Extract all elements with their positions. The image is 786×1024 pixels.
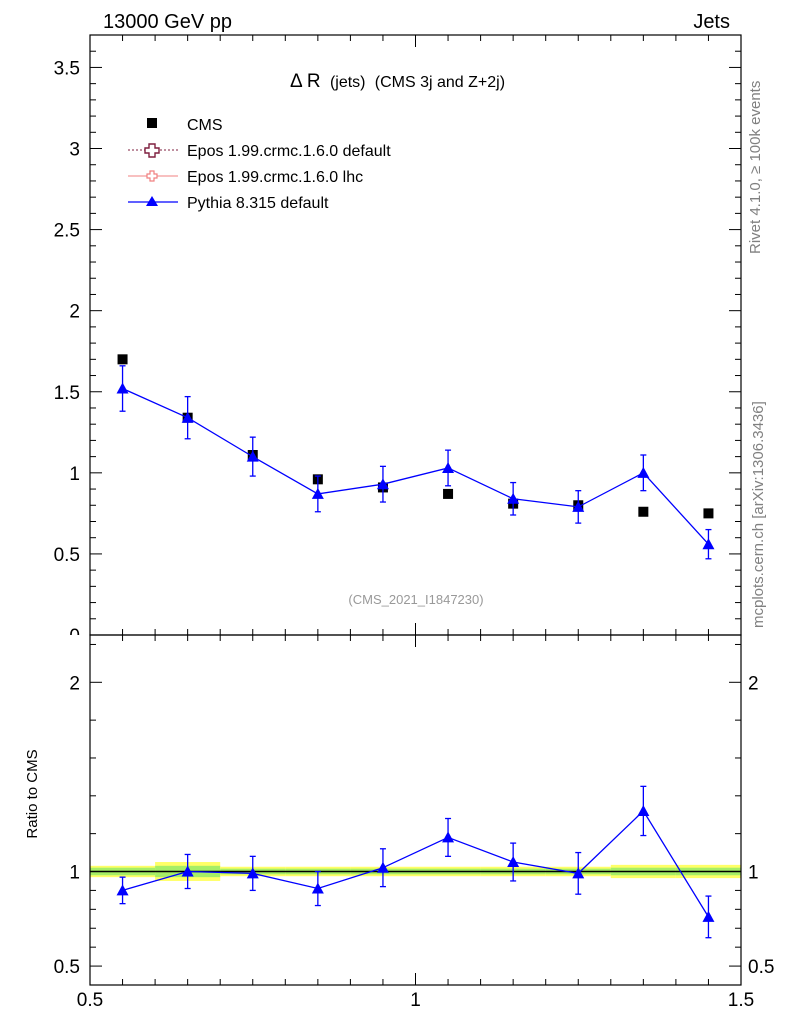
header-right: Jets <box>693 11 730 33</box>
pythia-point <box>376 478 389 490</box>
pythia-point <box>702 538 715 550</box>
legend-label-pythia: Pythia 8.315 default <box>187 195 329 212</box>
y-tick-label: 3 <box>69 140 80 161</box>
x-tick-label: 0.5 <box>77 990 103 1011</box>
cms-point <box>638 506 649 517</box>
pythia-line <box>122 809 710 918</box>
pythia-point <box>637 466 650 478</box>
pythia-line <box>122 387 709 545</box>
pythia-point <box>311 882 324 894</box>
pythia-point <box>507 856 520 868</box>
pythia-point <box>442 831 455 843</box>
y-tick-label: 2.5 <box>54 221 80 242</box>
legend-marker-epos-default <box>144 143 160 158</box>
pythia-point <box>246 867 259 879</box>
y-tick-label: 2 <box>69 302 80 323</box>
title-small: (jets) <box>330 74 366 91</box>
x-tick-label: 1.5 <box>728 990 754 1011</box>
legend-label-epos-default: Epos 1.99.crmc.1.6.0 default <box>187 143 391 160</box>
legend-marker-epos-lhc <box>146 170 158 182</box>
legend-label-epos-lhc: Epos 1.99.crmc.1.6.0 lhc <box>187 169 363 186</box>
y-tick-label: 2 <box>69 673 80 694</box>
cms-point <box>443 488 454 499</box>
pythia-point <box>181 865 194 877</box>
plot-title: Δ R (jets) (CMS 3j and Z+2j) <box>290 71 505 92</box>
pythia-point <box>181 411 194 423</box>
pythia-point <box>507 492 520 504</box>
pythia-point <box>572 867 585 879</box>
cms-point <box>117 354 128 365</box>
pythia-point <box>246 450 259 462</box>
legend-label-cms: CMS <box>187 117 223 134</box>
x-tick-label: 1 <box>410 990 421 1011</box>
pythia-point <box>116 884 129 896</box>
y-tick-label-right: 0.5 <box>748 957 774 978</box>
rivet-label: Rivet 4.1.0, ≥ 100k events <box>747 81 764 254</box>
y-tick-label: 0.5 <box>54 957 80 978</box>
pythia-point <box>637 804 650 816</box>
title-rest: (CMS 3j and Z+2j) <box>375 74 505 91</box>
y-tick-label-right: 2 <box>748 673 759 694</box>
y-tick-label: 1 <box>69 464 80 485</box>
legend-marker-pythia <box>146 196 158 206</box>
pythia-point <box>311 487 324 499</box>
main-panel: 0.5 1 1.5 2 2.5 3 3.5 0 <box>54 34 742 647</box>
legend-marker-cms <box>147 118 157 128</box>
title-symbol: Δ R <box>290 71 321 92</box>
y-tick-label-zero: 0 <box>69 626 80 647</box>
pythia-point <box>572 500 585 512</box>
y-tick-label: 0.5 <box>54 545 80 566</box>
legend: CMS Epos 1.99.crmc.1.6.0 default Epos 1.… <box>128 117 391 212</box>
ratio-panel: 0.5 0.5 1 1 2 2 0.5 1 1.5 <box>54 634 774 1011</box>
pythia-point <box>376 861 389 873</box>
y-tick-label-right: 1 <box>748 862 759 883</box>
cms-point <box>703 508 714 519</box>
y-tick-label: 3.5 <box>54 58 80 79</box>
watermark: (CMS_2021_I1847230) <box>348 592 483 607</box>
pythia-point <box>442 461 455 473</box>
y-tick-label: 1.5 <box>54 383 80 404</box>
pythia-point <box>116 382 129 394</box>
header-left: 13000 GeV pp <box>103 11 232 33</box>
y-tick-label: 1 <box>69 862 80 883</box>
mcplots-label: mcplots.cern.ch [arXiv:1306.3436] <box>750 401 767 628</box>
ratio-ylabel: Ratio to CMS <box>24 749 41 838</box>
pythia-point <box>702 910 715 922</box>
